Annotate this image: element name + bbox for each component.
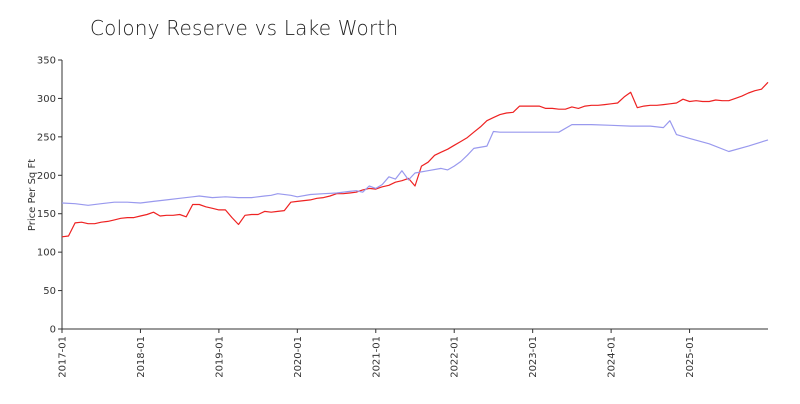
x-tick-label: 2020-01 [293, 336, 304, 378]
x-tick-label: 2021-01 [371, 336, 382, 378]
y-tick-label: 200 [37, 171, 56, 182]
x-tick-label: 2019-01 [214, 336, 225, 378]
x-tick-label: 2022-01 [450, 336, 461, 378]
x-tick-label: 2018-01 [136, 336, 147, 378]
series-line-1 [61, 81, 769, 238]
y-tick-label: 150 [37, 209, 56, 220]
y-axis-label: Price Per Sq Ft [27, 159, 38, 231]
y-tick-label: 100 [37, 248, 56, 259]
axes: 0 50 100 150 200 250 300 350 2017-01 2018-01 2019-… [37, 56, 768, 378]
x-tick-label: 2024-01 [607, 336, 618, 378]
series-line-2 [61, 120, 769, 206]
y-tick-label: 250 [37, 132, 56, 143]
x-tick-label: 2017-01 [58, 336, 69, 378]
y-tick-label: 50 [43, 286, 56, 297]
series-lines [61, 81, 769, 238]
x-tick-label: 2023-01 [528, 336, 539, 378]
y-tick-label: 350 [37, 56, 56, 67]
y-tick-label: 300 [37, 94, 56, 105]
x-tick-label: 2025-01 [685, 336, 696, 378]
chart-title: Colony Reserve vs Lake Worth [90, 16, 399, 40]
y-tick-label: 0 [50, 325, 56, 336]
